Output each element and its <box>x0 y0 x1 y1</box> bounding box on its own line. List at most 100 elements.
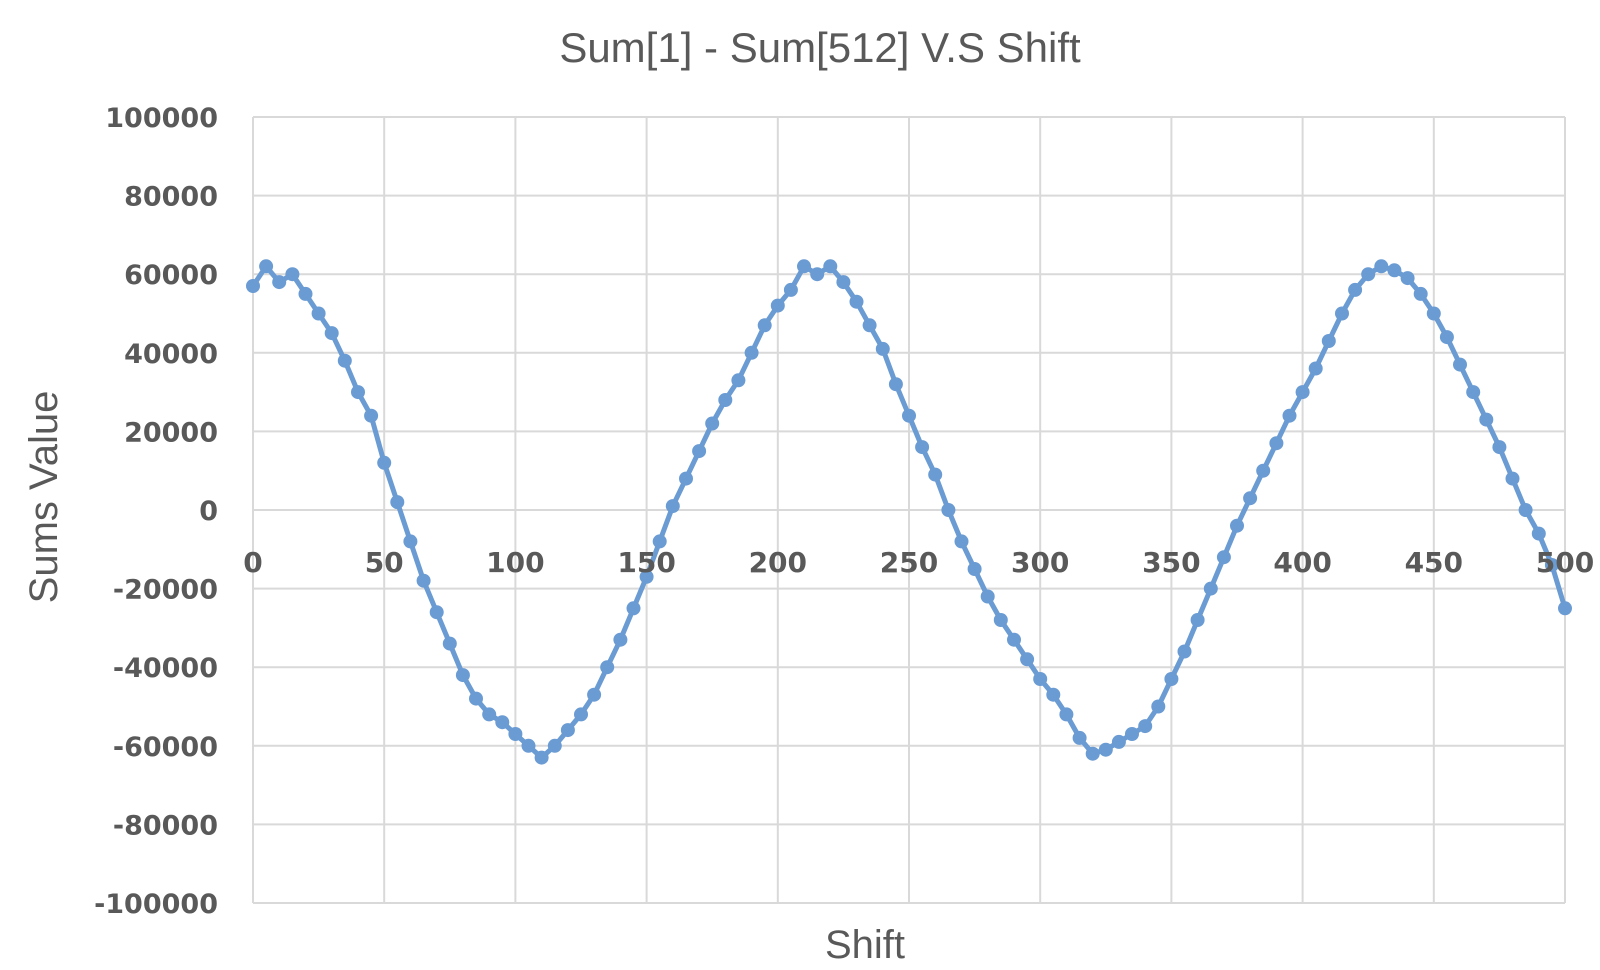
x-tick-label: 100 <box>486 546 544 579</box>
data-point <box>1308 361 1323 376</box>
data-point <box>626 601 641 616</box>
data-point <box>1177 644 1192 659</box>
data-point <box>482 707 497 722</box>
data-point <box>1439 330 1454 345</box>
data-point <box>1544 558 1559 572</box>
data-point <box>980 589 995 604</box>
x-tick-label: 250 <box>880 546 938 579</box>
x-tick-label: 50 <box>365 546 404 579</box>
data-point <box>364 408 379 423</box>
data-point <box>757 318 772 333</box>
data-point <box>1453 357 1467 372</box>
data-point <box>600 660 615 675</box>
data-point <box>1348 282 1363 297</box>
y-tick-label: 100000 <box>105 103 218 134</box>
data-point <box>1033 672 1048 686</box>
y-tick-label: -20000 <box>113 575 218 606</box>
x-tick-label: 150 <box>617 546 675 579</box>
x-tick-label: 400 <box>1273 546 1331 579</box>
data-point <box>705 416 720 431</box>
data-point <box>1243 491 1258 506</box>
data-point <box>1361 267 1376 282</box>
data-point <box>508 727 523 741</box>
data-point <box>246 279 260 293</box>
data-point <box>1479 412 1494 427</box>
data-point <box>1466 385 1481 400</box>
data-point <box>718 393 733 407</box>
data-point <box>783 282 798 297</box>
chart-title: Sum[1] - Sum[512] V.S Shift <box>559 24 1081 71</box>
x-axis-title: Shift <box>825 923 905 967</box>
data-point <box>403 534 418 549</box>
data-point <box>823 259 838 274</box>
data-point <box>574 707 588 722</box>
data-point <box>1531 526 1546 541</box>
x-tick-label: 300 <box>1011 546 1069 579</box>
data-point <box>1111 734 1126 749</box>
data-point <box>888 377 903 392</box>
data-point <box>1138 719 1153 734</box>
data-point <box>285 267 300 282</box>
data-point <box>1216 550 1231 565</box>
data-point <box>1295 385 1310 400</box>
data-point <box>1059 707 1074 722</box>
data-point <box>442 636 457 651</box>
data-point <box>534 750 549 765</box>
data-point <box>797 259 811 274</box>
data-point <box>1335 306 1349 321</box>
data-point <box>1400 271 1415 286</box>
data-point <box>1492 440 1507 455</box>
data-point <box>1374 259 1389 274</box>
data-point <box>1020 652 1035 667</box>
x-tick-label: 200 <box>749 546 807 579</box>
data-point <box>469 691 483 706</box>
data-point <box>1426 306 1441 321</box>
data-point <box>259 259 274 274</box>
data-point <box>967 562 982 576</box>
data-point <box>324 326 339 341</box>
data-point <box>1256 463 1271 478</box>
data-point <box>337 353 352 368</box>
data-point <box>928 467 943 482</box>
y-tick-label: 20000 <box>124 417 218 448</box>
data-point <box>770 298 785 313</box>
data-point <box>587 687 602 702</box>
data-point <box>665 499 680 514</box>
data-point <box>1203 581 1218 596</box>
data-point <box>1269 436 1284 451</box>
data-point <box>849 294 864 309</box>
data-point <box>652 534 667 549</box>
data-point <box>311 306 326 321</box>
data-point <box>744 345 759 360</box>
data-point <box>1125 727 1139 741</box>
data-point <box>941 503 956 517</box>
data-point <box>416 573 431 588</box>
data-point <box>1085 746 1100 761</box>
data-point <box>1282 408 1297 423</box>
y-tick-label: -40000 <box>113 653 218 684</box>
data-point <box>836 275 851 290</box>
data-point <box>495 715 510 730</box>
data-point <box>377 455 392 470</box>
data-point <box>639 569 654 584</box>
data-point <box>1190 613 1205 627</box>
data-point <box>521 738 536 753</box>
y-tick-label: 60000 <box>124 260 218 291</box>
x-tick-label: 500 <box>1536 546 1594 579</box>
data-point <box>915 440 930 455</box>
data-point <box>390 495 405 510</box>
data-point <box>1151 699 1166 714</box>
data-point <box>1164 672 1179 686</box>
data-point <box>810 267 825 282</box>
data-point <box>272 275 287 290</box>
y-tick-label: -60000 <box>113 732 218 763</box>
data-point <box>1558 601 1572 616</box>
data-point <box>731 373 746 388</box>
x-tick-label: 450 <box>1405 546 1463 579</box>
data-point <box>875 341 890 356</box>
data-point <box>1505 471 1520 486</box>
data-point <box>993 613 1008 627</box>
tick-labels: 100000 80000 60000 40000 20000 0 -20000 -40000 -… <box>94 103 1594 920</box>
y-tick-label: -80000 <box>113 810 218 841</box>
